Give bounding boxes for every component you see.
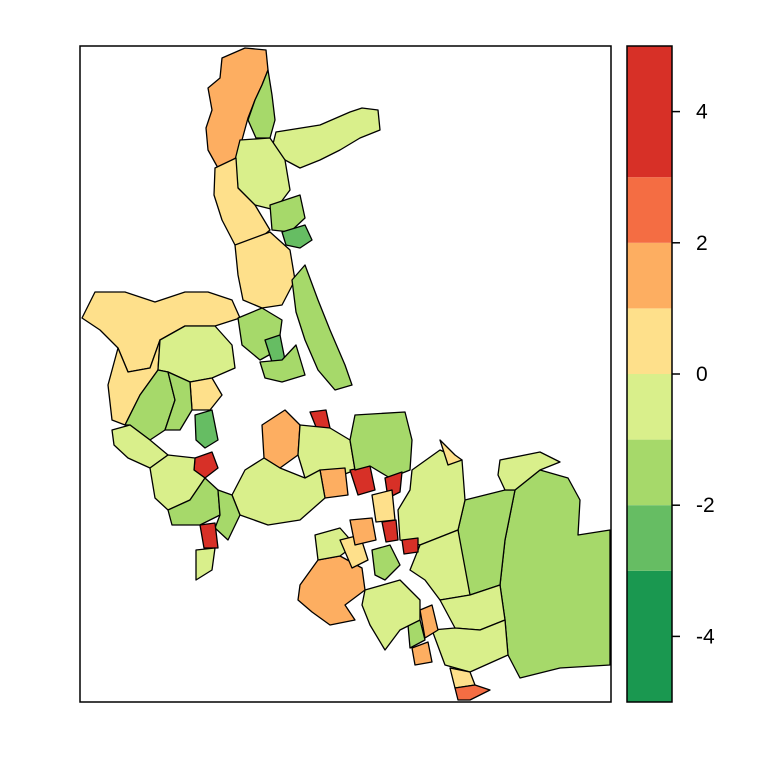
- legend-tick-label: 2: [696, 232, 708, 255]
- region-north-green: [269, 194, 306, 233]
- region-south-light-2: [361, 579, 421, 651]
- region-west-dkgreen: [194, 409, 219, 449]
- region-east-red-mid: [401, 537, 419, 555]
- region-central-dkred: [381, 519, 399, 543]
- region-east-red-tip: [454, 684, 491, 701]
- region-southwest-tail: [195, 547, 216, 581]
- legend-color-bands: [627, 46, 672, 702]
- region-south-orange-small: [349, 517, 377, 546]
- legend-band-6: [627, 242, 672, 309]
- legend-tick-label: -2: [696, 494, 715, 517]
- legend-band-2: [627, 505, 672, 571]
- region-east-branch: [291, 264, 353, 391]
- legend-tick-label: 0: [696, 363, 708, 386]
- region-east-orange-stripe: [419, 604, 439, 639]
- legend-tick-label: 4: [696, 101, 708, 124]
- legend-band-4: [627, 374, 672, 440]
- region-central-green-south: [214, 489, 241, 541]
- legend-band-5: [627, 308, 672, 374]
- region-east-orange-small: [411, 641, 433, 666]
- legend-band-3: [627, 439, 672, 506]
- region-east-north-light: [497, 451, 561, 491]
- region-east-yellow-small: [439, 439, 463, 466]
- map-regions: [81, 47, 611, 701]
- region-red-southwest: [199, 522, 219, 549]
- region-central-yellow: [371, 489, 396, 523]
- region-north-lower-left: [234, 231, 296, 309]
- region-west-green-2: [164, 371, 193, 431]
- region-south-green: [371, 544, 401, 581]
- legend-band-8: [627, 46, 672, 178]
- legend-band-7: [627, 177, 672, 243]
- legend: 4 2 0 -2 -4: [626, 45, 715, 703]
- legend-ticks: 4 2 0 -2 -4: [672, 101, 715, 648]
- region-north-dkgreen: [281, 224, 313, 249]
- region-east-bottom: [431, 619, 509, 673]
- region-central-east: [349, 411, 413, 479]
- legend-band-1: [627, 570, 672, 702]
- legend-tick-label: -4: [696, 625, 715, 648]
- region-south-pocket-3: [259, 344, 306, 383]
